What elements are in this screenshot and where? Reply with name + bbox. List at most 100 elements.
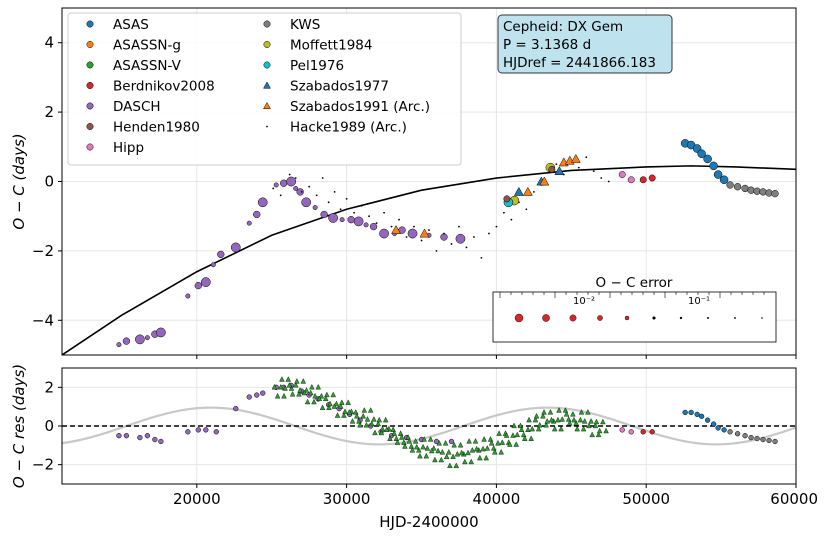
point-asassn-v <box>293 382 299 388</box>
point-asassn-v <box>318 392 325 399</box>
point-dasch <box>144 433 151 439</box>
error-scale-marker <box>652 316 656 320</box>
point-asassn-v <box>300 378 306 384</box>
res-series-asassn-v <box>271 376 609 468</box>
point-asassn-v <box>391 430 397 436</box>
legend-label: Pel1976 <box>290 58 344 74</box>
series-hacke1989-arc- <box>272 156 610 259</box>
point-dasch <box>257 197 268 208</box>
point-dasch <box>210 262 216 268</box>
point-asassn-v <box>316 395 323 401</box>
point-hacke1989-arc- <box>398 218 400 221</box>
legend-label: ASASSN-g <box>113 38 181 54</box>
legend-label: Henden1980 <box>113 120 200 136</box>
point-szabados1977 <box>554 166 565 175</box>
point-asassn-v <box>457 441 464 448</box>
legend-label: KWS <box>290 17 320 33</box>
point-asassn-v <box>363 421 370 428</box>
point-asassn-v <box>311 398 317 405</box>
point-asassn-v <box>289 391 296 397</box>
point-asassn-v <box>540 412 546 419</box>
point-henden1980 <box>503 195 511 203</box>
point-asas <box>694 411 700 418</box>
point-asassn-v <box>342 408 348 414</box>
point-szabados1991-arc- <box>539 176 550 186</box>
point-kws <box>263 20 271 28</box>
error-scale-tick: 10⁻¹ <box>688 296 710 307</box>
x-tick-label: 50000 <box>622 490 670 508</box>
point-asassn-v <box>484 445 491 451</box>
point-hacke1989-arc- <box>272 187 275 190</box>
fit-curve <box>62 165 796 355</box>
point-dasch <box>448 438 455 445</box>
bottom-data <box>62 376 796 468</box>
point-asassn-v <box>514 431 521 438</box>
point-hacke1989-arc- <box>532 191 535 193</box>
point-kws <box>733 183 742 191</box>
point-hacke1989-arc- <box>525 208 528 211</box>
point-moffett1984 <box>263 41 271 48</box>
point-asassn-v <box>417 452 423 459</box>
point-asassn-v <box>349 418 356 424</box>
point-asassn-v <box>367 407 374 413</box>
point-kws <box>765 189 773 197</box>
y-tick-label: −2 <box>32 456 54 474</box>
point-asassn-v <box>384 426 390 432</box>
point-asassn-v <box>337 403 344 409</box>
point-asassn-v <box>458 449 465 456</box>
point-asassn-v <box>600 418 606 425</box>
info-hjd-ref: HJDref = 2441866.183 <box>503 55 656 71</box>
y-tick-label: 0 <box>44 417 54 435</box>
point-asassn-v <box>588 418 594 424</box>
top-panel: −4 −2 0 2 4 O − C (days) ASAS ASASSN-g ASASSN-V B… <box>10 7 797 359</box>
point-asassn-v <box>533 412 540 419</box>
point-hacke1989-arc- <box>300 191 303 193</box>
point-berdnikov2008 <box>640 429 646 435</box>
legend-label: ASAS <box>113 17 149 33</box>
top-y-axis-label: O − C (days) <box>10 133 28 229</box>
point-dasch <box>260 390 266 396</box>
point-berdnikov2008 <box>86 82 94 89</box>
point-szabados1991-arc- <box>522 186 533 196</box>
point-dasch <box>185 293 191 299</box>
point-asassn-v <box>555 416 561 423</box>
point-asassn-v <box>483 454 489 461</box>
point-asassn-v <box>369 420 375 427</box>
point-asassn-v <box>447 462 453 468</box>
point-dasch <box>185 429 191 435</box>
point-dasch <box>152 436 158 443</box>
point-asassn-v <box>412 438 419 444</box>
point-hipp <box>86 143 94 151</box>
point-asassn-v <box>303 387 310 393</box>
legend-label: Hacke1989 (Arc.) <box>290 120 407 136</box>
point-asassn-v <box>603 427 609 434</box>
error-scale-marker <box>542 314 550 322</box>
point-asassn-v <box>387 435 393 441</box>
point-hacke1989-arc- <box>345 197 348 200</box>
point-asassn-v <box>451 441 457 448</box>
point-hacke1989-arc- <box>327 201 330 204</box>
point-asassn-v <box>436 440 442 446</box>
point-hacke1989-arc- <box>390 225 393 228</box>
point-asas <box>698 413 705 419</box>
point-asassn-v <box>382 416 389 423</box>
error-scale-tick: 10⁻² <box>573 296 595 307</box>
point-asassn-v <box>390 426 396 432</box>
point-henden1980 <box>86 123 94 130</box>
point-asassn-v <box>354 412 360 419</box>
point-asassn-v <box>86 61 94 69</box>
point-kws <box>747 186 755 194</box>
y-tick-label: 0 <box>44 173 54 191</box>
point-henden1980 <box>548 165 556 173</box>
x-axis-label: HJD-2400000 <box>379 513 478 531</box>
point-kws <box>726 181 734 189</box>
point-asassn-v <box>492 449 498 455</box>
point-asassn-v <box>438 456 445 463</box>
point-asassn-v <box>296 391 302 397</box>
point-hacke1989-arc- <box>502 211 505 214</box>
point-hacke1989-arc- <box>435 250 438 252</box>
y-tick-label: 2 <box>44 103 54 121</box>
point-hipp <box>618 171 626 179</box>
point-hacke1989-arc- <box>465 246 468 249</box>
